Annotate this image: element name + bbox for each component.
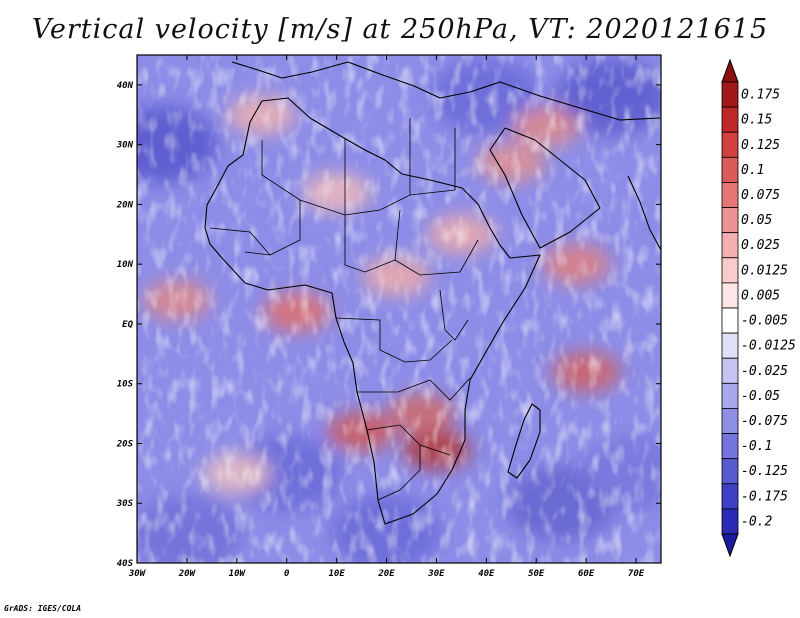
colorbar-label: 0.1 — [741, 163, 764, 178]
plot-area — [137, 55, 661, 563]
lat-tick-label: 10S — [117, 380, 134, 390]
colorbar-label: -0.0125 — [741, 339, 796, 354]
colorbar-swatch — [721, 257, 739, 284]
colorbar-swatch — [721, 207, 739, 234]
country-borders — [209, 118, 479, 501]
colorbar-swatch — [721, 508, 739, 535]
colorbar-swatch — [721, 433, 739, 460]
colorbar-swatch — [721, 332, 739, 359]
colorbar-swatch — [721, 357, 739, 384]
colorbar-label: 0.075 — [741, 188, 780, 203]
streak-texture — [137, 55, 661, 563]
lon-tick-label: 50E — [528, 569, 545, 579]
map-title: Vertical velocity [m/s] at 250hPa, VT: 2… — [31, 14, 769, 45]
colorbar-label: -0.2 — [741, 514, 772, 529]
latitude-axis: 40N 30N 20N 10N EQ 10S 20S 30S 40S — [116, 81, 661, 569]
colorbar-label: -0.175 — [741, 489, 788, 504]
colorbar-swatch — [721, 282, 739, 309]
colorbar-label: 0.125 — [741, 138, 780, 153]
colorbar-label: 0.175 — [741, 88, 780, 103]
lat-tick-label: 20N — [116, 200, 134, 210]
lat-tick-label: 10N — [117, 260, 134, 270]
lon-tick-label: 30E — [427, 569, 445, 579]
lon-tick-label: 70E — [628, 569, 645, 579]
coastlines — [204, 61, 661, 525]
colorbar-label: -0.005 — [741, 314, 788, 329]
longitude-axis: 30W 20W 10W 0 10E 20E 30E 40E 50E 60E 70E — [128, 55, 645, 579]
colorbar-label: -0.025 — [741, 364, 788, 379]
lon-tick-label: 20E — [377, 569, 395, 579]
colorbar-label: 0.025 — [741, 238, 780, 253]
colorbar-swatch — [721, 81, 739, 108]
europe-coastline — [231, 61, 661, 121]
lon-tick-label: 10W — [229, 569, 247, 579]
plot-frame — [136, 54, 662, 564]
lat-tick-label: 40S — [117, 559, 134, 569]
colorbar-swatch — [721, 382, 739, 409]
colorbar-swatch — [721, 156, 739, 183]
colorbar-bottom-arrow — [721, 533, 739, 558]
colorbar-label: -0.05 — [741, 389, 780, 404]
colorbar-label: 0.005 — [741, 288, 780, 303]
india-coastline — [627, 175, 661, 251]
lat-tick-label: 40N — [117, 81, 134, 91]
colorbar-swatch — [721, 307, 739, 334]
colorbar-label: -0.125 — [741, 464, 788, 479]
footer-credit: GrADS: IGES/COLA — [4, 604, 82, 613]
colorbar-swatch — [721, 106, 739, 133]
lat-tick-label: 30S — [116, 499, 134, 509]
colorbar-swatch — [721, 131, 739, 158]
colorbar-swatch — [721, 408, 739, 434]
colorbar-swatch — [721, 232, 739, 259]
africa-coastline — [204, 97, 541, 525]
colorbar-top-arrow — [721, 58, 739, 83]
lon-tick-label: 20W — [178, 569, 197, 579]
colorbar-label: 0.15 — [741, 113, 772, 128]
lat-tick-label: 20S — [116, 439, 134, 449]
colorbar-label: -0.1 — [741, 439, 772, 454]
colorbar-swatch — [721, 182, 739, 208]
lat-tick-label: 30N — [116, 141, 134, 151]
lat-tick-label: EQ — [122, 320, 133, 330]
colorbar: 0.175 0.15 0.125 0.1 0.075 0.05 0.025 0.0125 0.0… — [721, 58, 796, 558]
lon-tick-label: 0 — [284, 569, 290, 579]
colorbar-label: 0.0125 — [741, 263, 788, 278]
lon-tick-label: 40E — [478, 569, 495, 579]
lon-tick-label: 60E — [578, 569, 595, 579]
colorbar-swatch — [721, 458, 739, 485]
colorbar-label: -0.075 — [741, 414, 788, 429]
lon-tick-label: 30W — [128, 569, 147, 579]
colorbar-label: 0.05 — [741, 213, 772, 228]
madagascar-coastline — [507, 403, 541, 479]
lon-tick-label: 10E — [328, 569, 345, 579]
colorbar-swatch — [721, 483, 739, 510]
arabia-coastline — [489, 127, 601, 249]
